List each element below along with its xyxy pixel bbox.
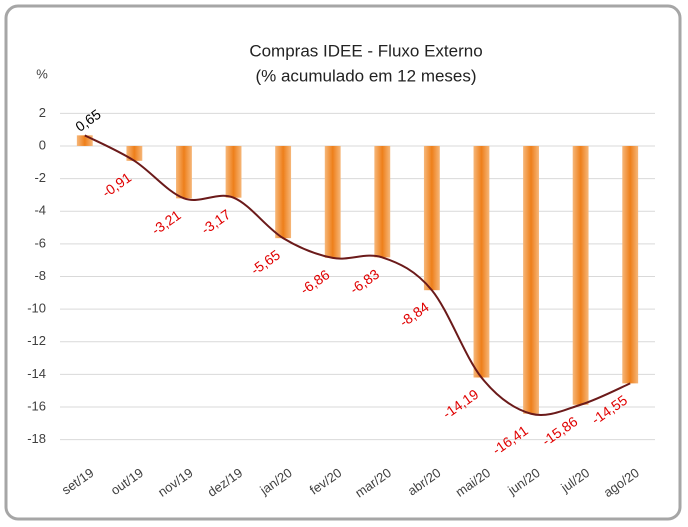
y-tick-label: -18 <box>27 431 46 446</box>
bar <box>523 145 539 414</box>
chart-title: Compras IDEE - Fluxo Externo <box>249 41 482 60</box>
y-tick-label: -2 <box>34 170 46 185</box>
y-tick-label: -6 <box>34 235 46 250</box>
bar <box>324 145 341 258</box>
y-tick-label: -16 <box>27 398 46 413</box>
bar <box>423 145 440 291</box>
y-tick-label: -10 <box>27 301 46 316</box>
bar <box>126 145 143 161</box>
y-tick-label: -14 <box>27 366 46 381</box>
y-axis-label: % <box>36 66 48 81</box>
y-tick-label: -4 <box>34 203 46 218</box>
bar <box>622 145 639 384</box>
y-tick-label: -12 <box>27 333 46 348</box>
chart-subtitle: (% acumulado em 12 meses) <box>255 66 476 85</box>
bar <box>176 145 192 199</box>
line <box>84 134 631 416</box>
bar <box>275 145 292 239</box>
y-tick-label: 0 <box>39 137 46 152</box>
y-tick-label: -8 <box>34 268 46 283</box>
y-tick-label: 2 <box>39 105 46 120</box>
bar <box>76 135 93 146</box>
bar <box>374 145 391 258</box>
frame <box>4 4 682 521</box>
bar <box>225 145 242 198</box>
bar <box>572 145 589 405</box>
bar <box>473 145 490 378</box>
